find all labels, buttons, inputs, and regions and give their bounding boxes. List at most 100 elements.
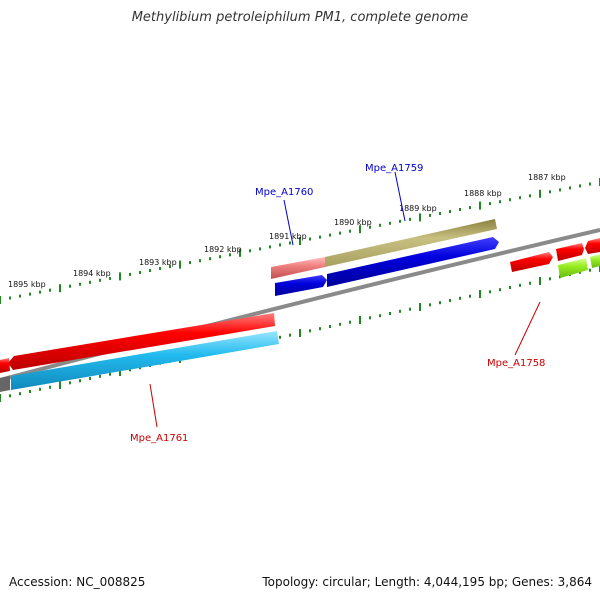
lower-tick-mark [339, 322, 341, 326]
lower-tick-mark [109, 372, 111, 376]
upper-tick-mark [319, 235, 321, 239]
leader-mpe-a1759 [394, 171, 406, 222]
upper-tick-mark [19, 294, 21, 298]
lower-tick-mark [529, 281, 531, 285]
upper-tick-mark [89, 280, 91, 284]
gene-label-mpe-a1759[interactable]: Mpe_A1759 [365, 163, 423, 174]
upper-tick-mark [59, 284, 61, 293]
upper-tick-mark [299, 237, 301, 245]
gene-green-right-2[interactable] [590, 254, 600, 268]
gene-red-right-1[interactable] [556, 243, 584, 261]
lower-tick-mark [469, 294, 471, 298]
upper-tick-mark [429, 213, 431, 217]
gene-mpe-a1758-bar[interactable] [510, 252, 553, 272]
upper-tick-mark [0, 296, 1, 304]
lower-tick-mark [589, 268, 591, 272]
upper-tick-mark [119, 272, 121, 281]
upper-tick-mark [49, 288, 51, 292]
gene-mpe-a1760-bar[interactable] [275, 275, 327, 296]
lower-tick-mark [49, 385, 51, 389]
leader-mpe-a1760 [283, 199, 294, 246]
tick-label-1895: 1895 kbp [8, 280, 46, 289]
upper-tick-mark [489, 202, 491, 206]
lower-tick-mark [89, 377, 91, 380]
upper-tick-mark [439, 212, 441, 215]
upper-tick-mark [529, 194, 531, 198]
lower-tick-mark [329, 325, 331, 328]
upper-tick-mark [169, 265, 171, 269]
lower-tick-mark [119, 368, 121, 376]
lower-tick-mark [419, 303, 421, 311]
gene-green-right-1[interactable] [558, 258, 588, 278]
upper-tick-mark [519, 196, 521, 200]
upper-tick-mark [289, 241, 291, 245]
upper-tick-mark [589, 182, 591, 186]
lower-tick-mark [439, 301, 441, 305]
lower-tick-mark [489, 290, 491, 294]
upper-tick-mark [559, 188, 561, 192]
upper-tick-mark [329, 233, 331, 237]
lower-tick-mark [309, 329, 311, 333]
gene-cyan-bar[interactable] [11, 331, 279, 390]
upper-tick-mark [79, 282, 81, 286]
upper-tick-mark [369, 225, 371, 229]
tick-label-1887: 1887 kbp [528, 173, 566, 182]
upper-tick-mark [269, 245, 271, 249]
upper-tick-mark [569, 186, 571, 190]
lower-tick-mark [99, 374, 101, 378]
upper-tick-mark [389, 221, 391, 225]
map-title: Methylibium petroleiphilum PM1, complete… [131, 10, 469, 25]
tick-label-1888: 1888 kbp [464, 189, 502, 198]
upper-tick-mark [549, 190, 551, 194]
upper-tick-mark [179, 260, 181, 269]
gene-label-mpe-a1758[interactable]: Mpe_A1758 [487, 358, 545, 369]
upper-tick-mark [259, 247, 261, 251]
tick-label-1889: 1889 kbp [399, 204, 437, 213]
upper-tick-mark [449, 210, 451, 213]
gene-pink-bar[interactable] [271, 257, 325, 279]
upper-tick-mark [109, 276, 111, 280]
upper-tick-mark [469, 206, 471, 210]
lower-tick-mark [39, 387, 41, 391]
tick-label-1892: 1892 kbp [204, 245, 242, 254]
gene-mpe-a1759-bar[interactable] [325, 219, 497, 267]
upper-tick-mark [9, 296, 11, 300]
upper-tick-mark [129, 272, 131, 276]
lower-tick-mark [19, 392, 21, 396]
upper-tick-mark [499, 200, 501, 204]
tick-label-1890: 1890 kbp [334, 218, 372, 227]
upper-tick-mark [149, 269, 151, 272]
accession-text: Accession: NC_008825 [9, 575, 146, 589]
upper-tick-mark [99, 278, 101, 282]
gene-blue-bar-long[interactable] [327, 237, 499, 287]
upper-tick-mark [199, 259, 201, 263]
lower-tick-mark [579, 270, 581, 274]
lower-tick-mark [429, 303, 431, 307]
tick-label-1893: 1893 kbp [139, 258, 177, 267]
lower-tick-mark [29, 390, 31, 393]
upper-tick-mark [479, 201, 481, 210]
upper-tick-mark [229, 253, 231, 257]
leader-mpe-a1761 [149, 383, 158, 428]
upper-tick-mark [539, 189, 541, 198]
lower-tick-mark [9, 394, 11, 398]
gene-red-right-2[interactable] [585, 238, 600, 254]
upper-tick-mark [29, 292, 31, 296]
upper-tick-mark [409, 217, 411, 221]
upper-tick-mark [239, 248, 241, 257]
upper-tick-mark [339, 231, 341, 235]
gene-gray-left-stub[interactable] [0, 376, 10, 392]
upper-tick-mark [209, 257, 211, 261]
upper-tick-mark [159, 267, 161, 270]
lower-tick-mark [349, 320, 351, 324]
lower-tick-mark [499, 288, 501, 292]
lower-tick-mark [409, 307, 411, 311]
lower-tick-mark [459, 296, 461, 300]
gene-label-mpe-a1761[interactable]: Mpe_A1761 [130, 433, 188, 444]
gene-red-left-stub[interactable] [0, 358, 10, 373]
gene-label-mpe-a1760[interactable]: Mpe_A1760 [255, 187, 313, 198]
upper-tick-mark [379, 223, 381, 227]
gene-mpe-a1761-bar[interactable] [8, 313, 275, 370]
lower-tick-mark [369, 316, 371, 320]
